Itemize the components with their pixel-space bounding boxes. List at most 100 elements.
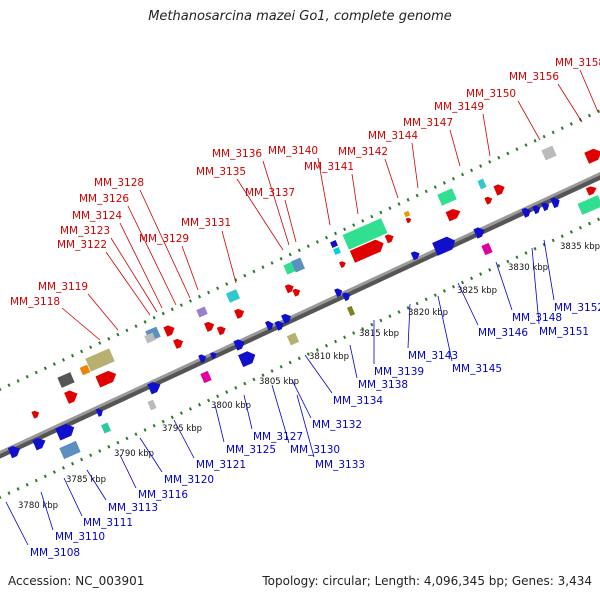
forward-gene-label: MM_3126 [79,193,129,205]
reverse-gene-label: MM_3111 [83,517,133,529]
reverse-gene [238,351,256,368]
reverse-gene-label: MM_3108 [30,547,80,559]
reverse-gene-leader [86,469,107,501]
reverse-gene-label: MM_3139 [374,366,424,378]
forward-gene [405,217,412,224]
forward-gene [437,188,457,206]
kbp-mark: 3815 kbp [359,329,399,339]
forward-gene-label: MM_3156 [509,71,559,83]
forward-gene-label: MM_3128 [94,177,144,189]
reverse-gene [233,339,245,351]
forward-gene [85,348,115,372]
forward-gene-leader [351,173,359,215]
reverse-gene-leader [296,394,315,458]
forward-gene [95,370,117,388]
kbp-mark: 3785 kbp [66,475,106,485]
forward-gene [163,325,175,337]
reverse-gene [550,197,560,209]
genome-backbone [0,173,600,459]
forward-gene [57,372,75,388]
forward-gene-leader [284,199,297,243]
reverse-gene [210,352,217,359]
genome-backbone-highlight [0,171,600,455]
forward-gene-leader [105,251,151,316]
kbp-mark: 3795 kbp [162,424,202,434]
forward-gene-leader [181,245,199,291]
reverse-gene-leader [304,354,333,394]
reverse-gene-label: MM_3133 [315,459,365,471]
reverse-gene-leader [407,303,411,349]
reverse-gene-leader [437,295,453,362]
forward-gene-leader [236,178,284,251]
reverse-gene [432,236,456,256]
kbp-mark: 3780 kbp [18,501,58,511]
reverse-gene-label: MM_3127 [253,431,303,443]
forward-gene [234,308,245,319]
reverse-gene [473,227,485,239]
reverse-gene-leader [243,394,253,430]
forward-gene-leader [87,293,119,331]
reverse-gene [342,292,351,302]
reverse-gene [32,437,46,451]
kbp-mark: 3790 kbp [114,449,154,459]
forward-gene-leader [119,222,163,309]
reverse-gene [198,354,207,364]
forward-gene-label: MM_3124 [72,210,122,222]
accession-label: Accession: NC_003901 [8,574,145,588]
forward-gene-leader [411,142,419,189]
forward-gene-leader [517,100,541,141]
reverse-gene-label: MM_3143 [408,350,458,362]
forward-gene-label: MM_3158 [555,57,600,69]
reverse-gene [7,445,21,459]
forward-gene [584,148,600,164]
forward-gene-label: MM_3137 [245,187,295,199]
reverse-gene-leader [291,379,312,419]
reverse-gene-label: MM_3134 [333,395,383,407]
forward-gene [339,261,346,268]
reverse-gene-label: MM_3148 [512,312,562,324]
reverse-gene-leader [63,477,83,517]
reverse-gene-label: MM_3152 [554,302,600,314]
forward-gene [79,364,91,376]
reverse-gene [95,408,103,417]
reverse-gene-leader [5,501,29,546]
forward-gene [216,326,226,336]
reverse-gene-label: MM_3113 [108,502,158,514]
reverse-gene-leader [119,454,137,489]
forward-gene [384,234,394,244]
forward-gene [445,209,461,222]
forward-gene [403,210,411,218]
forward-gene-leader [262,160,290,246]
reverse-gene [410,251,420,261]
reverse-gene [541,202,550,212]
kbp-mark: 3825 kbp [457,286,497,296]
forward-gene [173,338,184,349]
forward-gene [144,332,156,344]
reverse-gene [55,423,75,441]
forward-gene [225,289,241,303]
reverse-gene-leader [543,239,555,301]
forward-gene [31,410,40,419]
reverse-gene-label: MM_3110 [55,531,105,543]
reverse-gene [147,381,161,395]
forward-gene-leader [139,189,191,299]
kbp-mark: 3830 kbp [508,263,548,273]
forward-gene [585,186,597,196]
reverse-gene-leader [531,247,540,325]
reverse-gene-label: MM_3130 [290,444,340,456]
reverse-gene [281,313,292,324]
forward-gene-leader [221,230,237,284]
forward-gene [196,306,208,318]
forward-gene-label: MM_3140 [268,145,318,157]
forward-gene [493,184,505,196]
forward-gene [577,195,600,215]
forward-gene [333,247,341,255]
kbp-mark: 3810 kbp [309,352,349,362]
forward-gene-leader [557,83,583,123]
reverse-gene-label: MM_3146 [478,327,528,339]
forward-gene [291,257,305,273]
forward-gene-leader [579,69,599,113]
reverse-gene-leader [173,419,195,459]
reverse-gene-leader [495,261,513,311]
forward-gene-leader [110,237,158,313]
